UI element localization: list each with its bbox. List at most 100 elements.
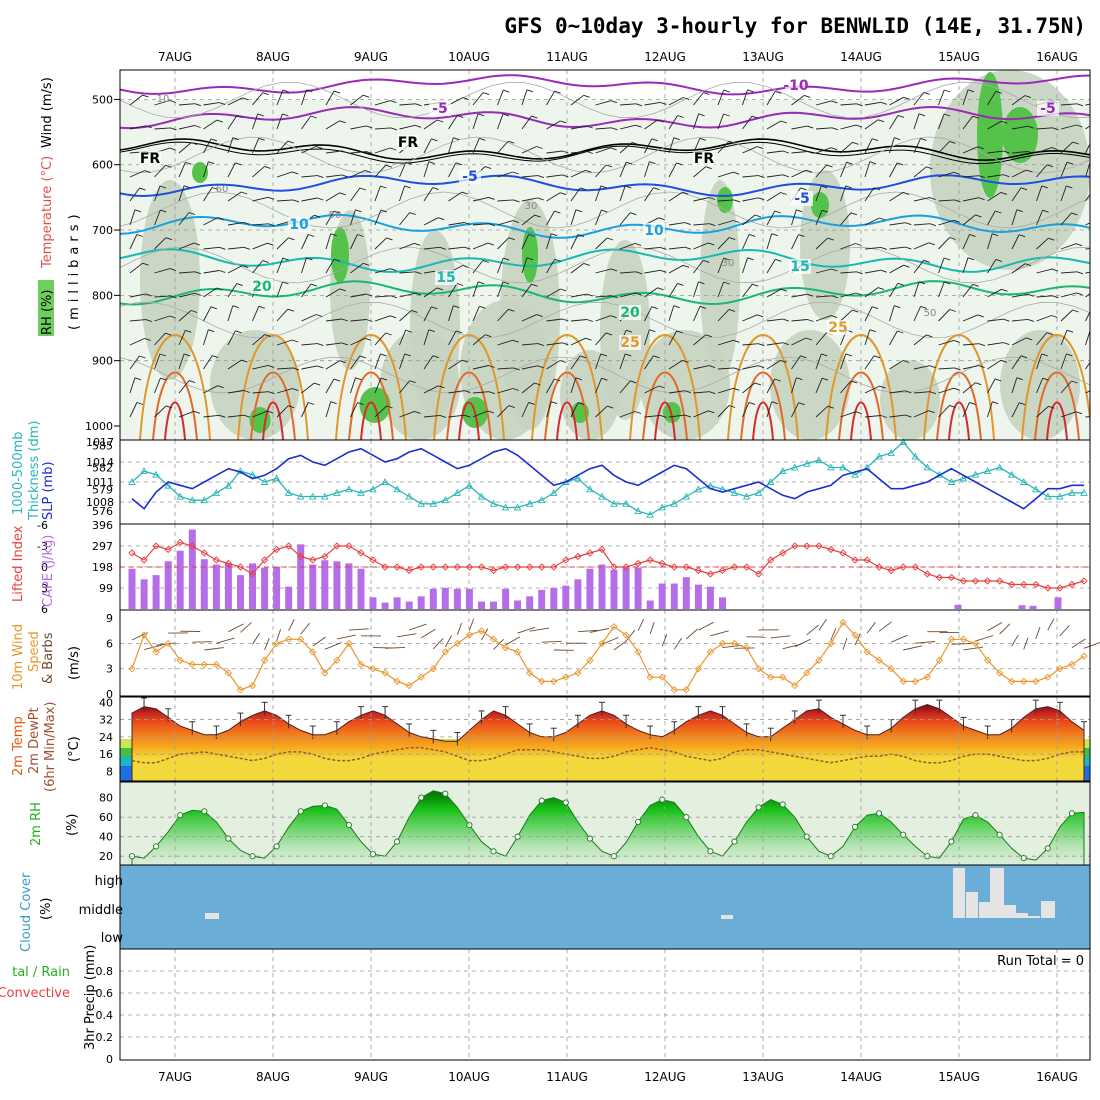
wind-marker	[996, 669, 1004, 677]
isotherm-freezing-2	[120, 141, 1090, 164]
wind-barb-flag	[905, 390, 912, 394]
wind-marker	[272, 639, 281, 648]
wind-barb	[962, 234, 970, 250]
wind-barb-flag	[855, 292, 863, 296]
wind-barb-flag	[170, 127, 177, 131]
thickness-marker	[778, 467, 787, 475]
wind-barb	[227, 191, 242, 202]
wind-barb-flag	[1076, 271, 1084, 275]
wind-barb	[693, 113, 700, 130]
wind-barb	[570, 125, 587, 130]
temp2m-frame	[119, 696, 1091, 782]
wind-barb	[864, 355, 875, 370]
wind-barb	[717, 113, 724, 130]
wind-barb-flag	[869, 161, 876, 165]
wind-tick-label: 9	[106, 612, 113, 625]
wind-barb-flag	[385, 332, 392, 336]
wind-barb-flag	[191, 142, 198, 146]
wind-barb	[1085, 310, 1090, 322]
wind-marker	[164, 639, 172, 648]
isotherm-label: FR	[694, 151, 715, 167]
wind-barb-flag	[684, 390, 691, 394]
thickness-marker	[248, 470, 257, 478]
wind-barb-flag	[708, 197, 716, 200]
date-label-top: 15AUG	[938, 50, 980, 64]
wind-barb-flag	[464, 222, 471, 225]
thickness-marker	[815, 456, 823, 464]
wind-axis-label-4: (m/s)	[67, 646, 82, 680]
wind-barb-flag	[1016, 377, 1023, 381]
wind-barb	[472, 196, 489, 202]
wind-barb	[815, 378, 823, 394]
li-marker	[718, 566, 727, 575]
wind-barb	[497, 367, 514, 370]
li-marker	[827, 545, 835, 554]
wind-barb-flag	[317, 343, 324, 347]
surface-wind-barb	[577, 629, 598, 633]
date-label-top: 14AUG	[840, 50, 882, 64]
wind-barb-flag	[831, 295, 839, 299]
wind-barb	[129, 377, 136, 394]
wind-barb-flag	[562, 150, 569, 154]
wind-barb-flag	[677, 115, 684, 118]
cape-bar	[1029, 605, 1037, 609]
wind-barb-flag	[313, 382, 321, 386]
li-marker	[417, 563, 425, 571]
surface-wind-barb	[312, 636, 326, 647]
wind-barb-flag	[512, 388, 519, 391]
wind-barb	[350, 293, 367, 298]
cloud-tick-label: high	[95, 874, 123, 889]
wind-barb	[791, 319, 808, 322]
isotherm-label-bg	[827, 320, 849, 335]
wind-tick-label: 0	[106, 688, 113, 701]
wind-barb-flag	[708, 242, 715, 246]
wind-barb	[864, 415, 881, 418]
wind-barb	[962, 197, 979, 202]
wind-barb	[1011, 293, 1028, 298]
wind-barb-flag	[605, 164, 613, 168]
wind-barb-flag	[359, 355, 366, 359]
wind-barb-flag	[830, 147, 838, 151]
wind-barb	[717, 140, 730, 154]
wind-barb	[693, 242, 709, 250]
date-label-bottom: 11AUG	[546, 1070, 588, 1084]
wind-barb	[252, 334, 265, 346]
wind-barb-flag	[268, 391, 275, 395]
date-label-bottom: 7AUG	[158, 1070, 192, 1084]
cape-bar	[417, 596, 425, 609]
wind-barb-flag	[1020, 355, 1028, 359]
wind-barb	[717, 171, 734, 178]
wind-barb-flag	[439, 246, 447, 250]
wind-barb-flag	[929, 365, 936, 369]
wind-barb	[521, 283, 532, 298]
slp-tick-label: 1014	[86, 456, 114, 469]
wind-barb-flag	[404, 185, 411, 189]
wind-barb-flag	[758, 343, 765, 347]
surface-wind-barb	[240, 622, 252, 633]
wind-barb-flag	[315, 145, 323, 149]
wind-marker	[285, 635, 293, 643]
upper-air-axis-title: RH (%) Temperature (°C) Wind (m/s) (mill…	[38, 77, 82, 336]
wind-barb	[227, 414, 244, 418]
date-label-top: 10AUG	[448, 50, 490, 64]
wind-barb-flag	[583, 262, 590, 266]
wind-marker	[441, 648, 449, 656]
wind-barb	[129, 337, 145, 346]
wind-marker	[200, 660, 208, 669]
surface-wind-barb	[975, 635, 994, 642]
surface-wind-barb	[468, 618, 475, 631]
wind-barb	[938, 89, 945, 106]
wind-barb	[178, 212, 190, 226]
wind-barb	[791, 402, 800, 418]
thickness-marker	[224, 481, 233, 489]
wind-barb-flag	[169, 100, 177, 103]
wind-barb-flag	[635, 271, 643, 275]
isotherm-label: -5	[432, 101, 448, 117]
wind-barb-flag	[211, 187, 219, 190]
wind-barb	[962, 175, 979, 178]
wind-barb-flag	[601, 209, 608, 213]
wind-barb-flag	[585, 169, 592, 173]
surface-wind-barb	[420, 628, 436, 639]
wind-barb	[301, 197, 318, 202]
wind-barb	[276, 339, 293, 346]
